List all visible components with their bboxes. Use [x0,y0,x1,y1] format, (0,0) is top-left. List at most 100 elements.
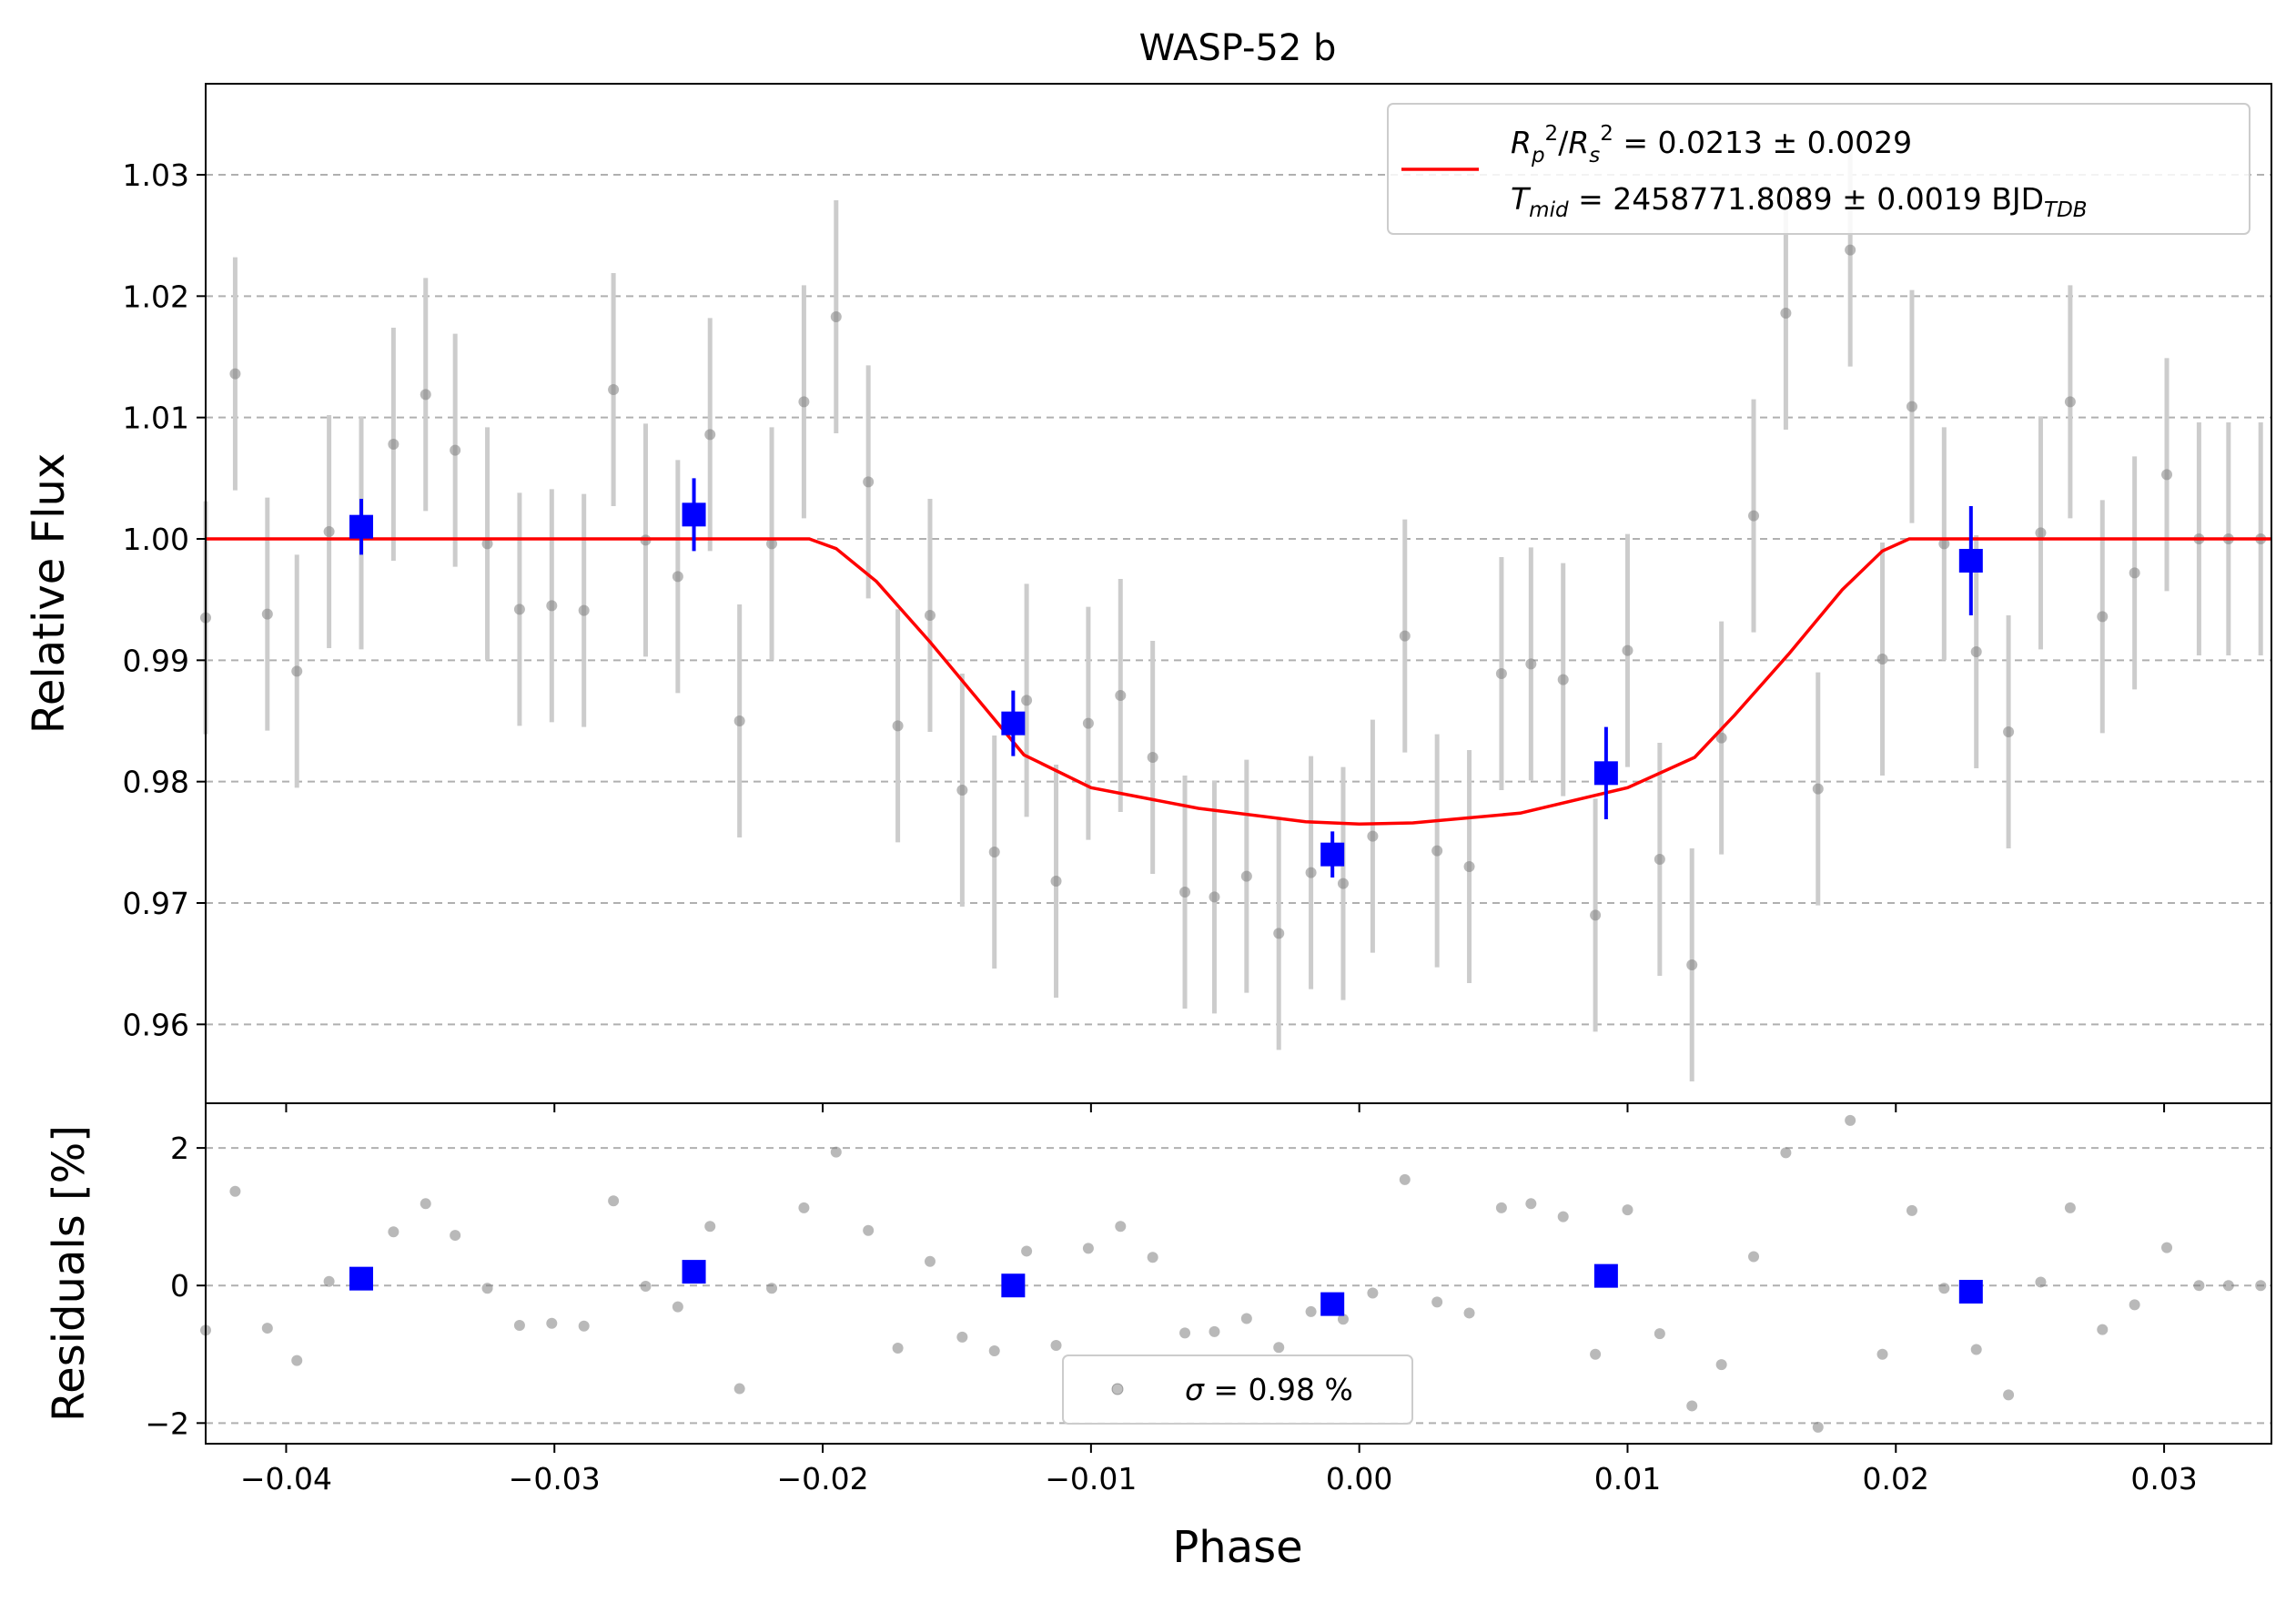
legend-sigma-entry: σ = 0.98 % [1185,1372,1353,1407]
flux-raw-point [2161,469,2173,481]
flux-raw-point [1970,646,1982,657]
residuals-raw-point [2129,1299,2140,1311]
flux-binned-point [1001,711,1026,736]
residuals-raw-point [1906,1204,1917,1216]
residuals-raw-point [420,1198,431,1210]
flux-raw-point [766,538,778,550]
residuals-raw-point [766,1283,778,1294]
flux-legend: Rp2/Rs2 = 0.0213 ± 0.0029 Tmid = 2458771… [1387,103,2250,235]
x-axis-label: Phase [1172,1522,1302,1573]
residuals-raw-point [1147,1252,1158,1263]
x-tick-label: −0.02 [776,1461,868,1496]
flux-raw-point [892,720,904,732]
residuals-raw-point [546,1317,558,1329]
residuals-raw-point [704,1221,716,1233]
flux-raw-point [261,608,273,620]
flux-raw-point [1082,717,1094,729]
flux-raw-point [863,476,875,488]
flux-raw-point [1590,909,1602,921]
residuals-raw-point [1399,1173,1411,1185]
flux-binned-point [1593,761,1618,786]
residuals-raw-point [1021,1245,1033,1257]
flux-binned-point [682,502,706,527]
residuals-raw-point [1876,1348,1888,1360]
flux-raw-point [1845,244,1856,256]
residuals-legend-marker [1111,1383,1124,1395]
flux-raw-point [1495,668,1507,679]
residuals-raw-point [2193,1280,2205,1292]
x-ticks: −0.04 −0.03 −0.02 −0.01 0.00 0.01 0.02 0.03 [240,1444,2198,1496]
residuals-raw-point [988,1345,1000,1356]
flux-raw-point [323,526,335,537]
residuals-raw-point [1654,1328,1665,1340]
flux-raw-point [1686,959,1698,970]
residuals-raw-point [2035,1276,2047,1288]
residuals-raw-point [578,1320,590,1332]
residuals-raw-point [513,1320,525,1332]
flux-y-ticks: 0.96 0.97 0.98 0.99 1.00 1.01 1.02 1.03 [123,157,2166,1112]
residuals-raw-point [1082,1243,1094,1254]
flux-panel: 0.96 0.97 0.98 0.99 1.00 1.01 1.02 1.03 Relativ… [24,83,2272,1112]
flux-panel-frame [205,83,2272,1104]
flux-raw-point [1463,861,1475,872]
residuals-raw-point [1273,1342,1285,1354]
residuals-raw-point [2161,1242,2173,1253]
flux-binned-point [1958,549,1983,573]
flux-raw-point [1748,510,1760,522]
x-tick-label: 0.00 [1326,1461,1392,1496]
flux-raw-point [1906,401,1917,412]
x-tick-label: 0.02 [1863,1461,1929,1496]
flux-raw-point [924,610,936,621]
flux-y-tick-label: 0.96 [123,1007,189,1042]
x-tick-label: 0.03 [2130,1461,2197,1496]
residuals-raw-point [672,1301,683,1313]
flux-raw-point [1525,658,1537,670]
flux-raw-point [1367,830,1379,842]
residuals-binned-point [682,1260,706,1284]
flux-y-tick-label: 0.98 [123,765,189,800]
residuals-raw-point [323,1275,335,1287]
flux-raw-point [481,538,493,550]
residuals-y-ticks: −2 0 2 [145,1131,206,1441]
flux-raw-point [608,384,620,395]
residuals-binned-point [1593,1263,1618,1288]
residuals-binned-point [1320,1292,1345,1316]
flux-y-tick-label: 1.02 [123,279,189,314]
flux-y-tick-label: 1.01 [123,401,189,436]
x-tick-label: −0.04 [240,1461,332,1496]
residuals-raw-point [229,1185,241,1197]
flux-raw-point [672,571,683,583]
residuals-y-axis-label: Residuals [%] [44,1125,95,1422]
flux-raw-point [956,785,968,796]
flux-raw-point [2003,726,2015,737]
flux-raw-point [704,429,716,441]
flux-raw-point [388,439,400,450]
flux-raw-point [1938,538,1950,550]
flux-y-tick-label: 0.99 [123,643,189,678]
x-tick-label: −0.03 [509,1461,601,1496]
flux-raw-point [1115,690,1127,701]
flux-raw-point [798,396,810,408]
residuals-raw-point [830,1146,842,1158]
flux-raw-point [1876,654,1888,665]
residuals-raw-point [640,1280,652,1292]
x-tick-label: 0.01 [1594,1461,1661,1496]
flux-binned-point [349,514,373,539]
residuals-raw-point [450,1230,461,1242]
residuals-raw-point [892,1342,904,1354]
flux-raw-point [1273,928,1285,939]
residuals-legend-box [1062,1354,1413,1425]
flux-raw-point [1147,752,1158,763]
residuals-y-tick-label: 2 [170,1131,189,1166]
transit-model-line [206,537,2271,827]
residuals-raw-point [2003,1389,2015,1401]
residuals-raw-point [1970,1344,1982,1355]
residuals-raw-point [1748,1251,1760,1263]
flux-binned-point [1320,842,1345,867]
residuals-raw-point [1938,1283,1950,1294]
flux-raw-point [1557,674,1569,685]
flux-raw-point [830,311,842,322]
residuals-raw-point [388,1226,400,1238]
flux-raw-point [546,600,558,612]
flux-raw-point [1812,783,1824,795]
